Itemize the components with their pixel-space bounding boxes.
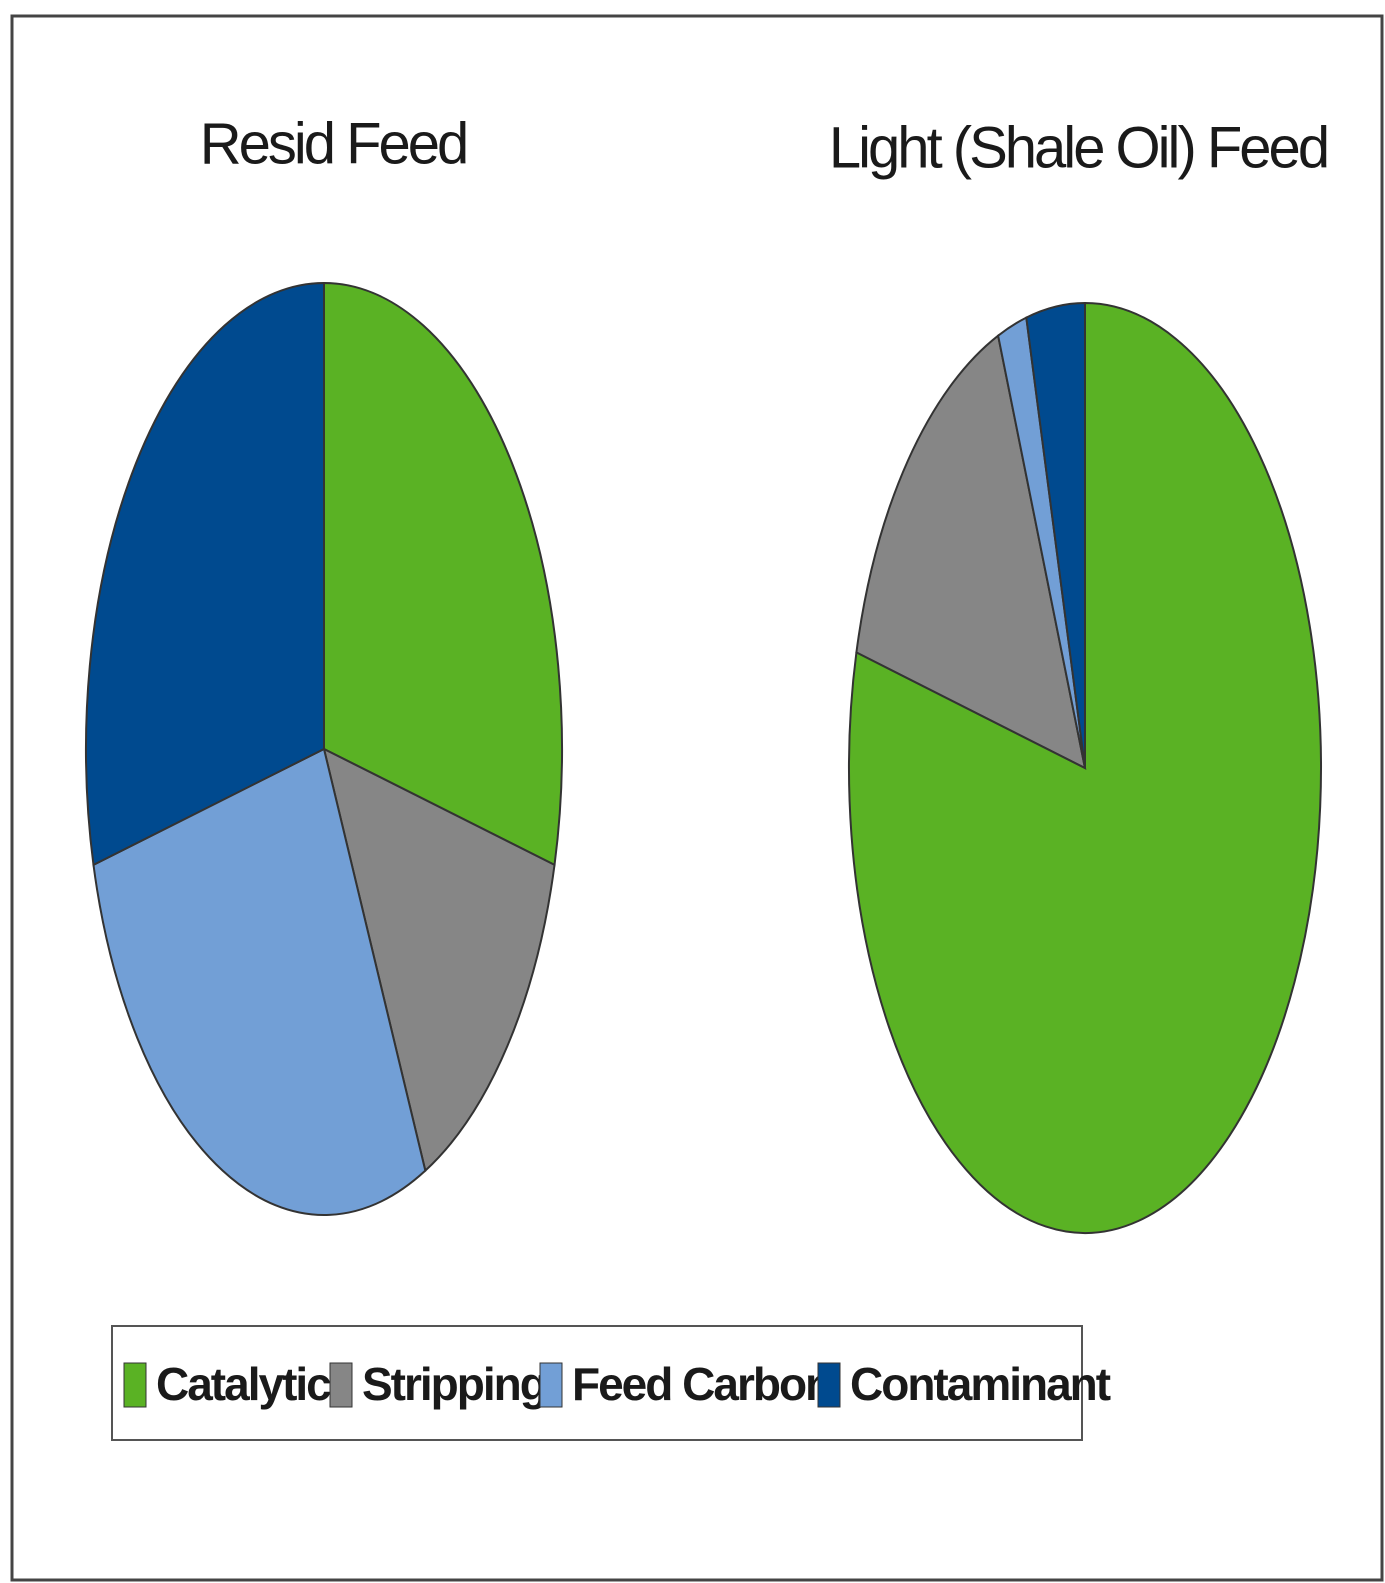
pie-slice: Catalytic (323, 281, 563, 867)
pie-slice: Contaminant (85, 281, 325, 867)
pie-slice: Feed Carbon (92, 747, 427, 1216)
chart-title: Resid Feed (200, 111, 467, 176)
pie-slice: Contaminant (1025, 301, 1086, 769)
legend-swatch (329, 1362, 353, 1408)
legend-box (111, 1325, 1083, 1441)
legend-label: Feed Carbon (572, 1358, 831, 1410)
legend-swatch (817, 1362, 841, 1408)
legend-label: Contaminant (850, 1358, 1111, 1410)
legend-swatch (539, 1362, 563, 1408)
pie-slice: Stripping (322, 747, 556, 1173)
legend-swatch (123, 1362, 147, 1408)
chart-title: Light (Shale Oil) Feed (829, 115, 1327, 180)
pie-slice: Stripping (855, 333, 1087, 770)
legend-label: Catalytic (156, 1358, 331, 1410)
legend-label: Stripping (362, 1358, 546, 1410)
